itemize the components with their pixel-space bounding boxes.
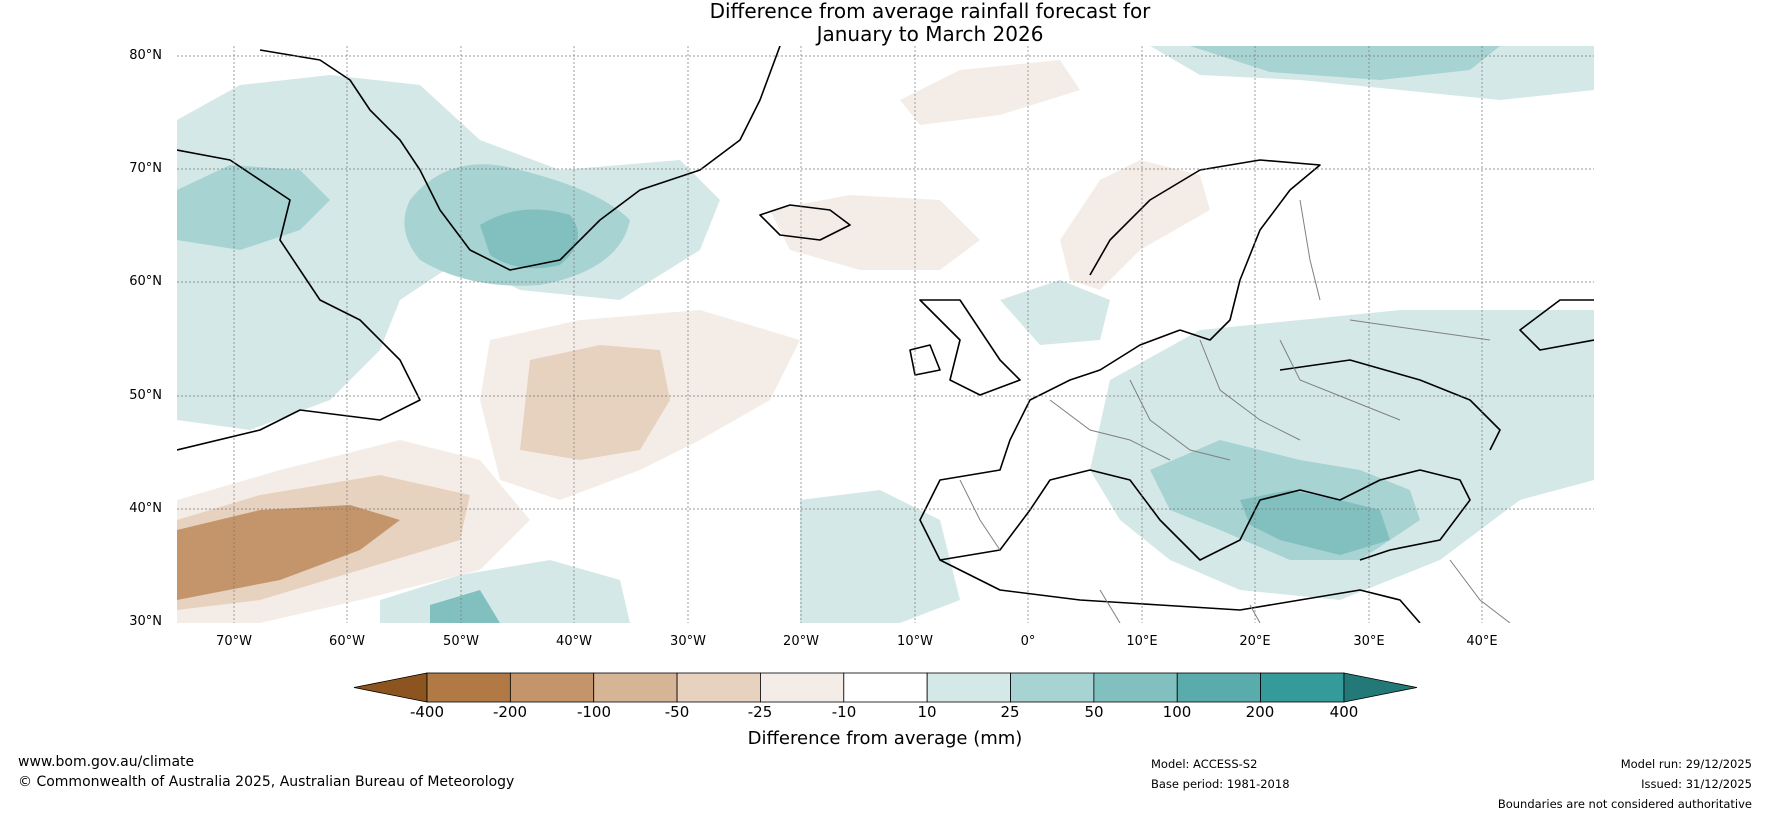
graticule [177,46,1594,623]
colorbar-tick-label: -10 [831,703,857,721]
wetter-region-north-sea [1000,280,1110,345]
wetter-region-iberia-atlantic [800,490,960,623]
model-run-text: Model run: 29/12/2025 [1620,757,1752,771]
drier-region-arctic-small [900,60,1080,125]
drier-region-iceland [770,195,980,270]
country-borders [959,199,1511,623]
colorbar-segment [760,672,845,703]
colorbar-tick-label: 25 [1000,703,1020,721]
base-period-text: Base period: 1981-2018 [1151,777,1290,791]
wetter-region-atlantic-south-strong [430,590,500,623]
colorbar-segment [509,672,595,703]
wetter-region-arctic-strong [1190,46,1500,80]
lon-label-60w: 60°W [329,634,365,649]
lon-label-50w: 50°W [443,634,479,649]
lon-label-40e: 40°E [1466,634,1498,649]
lat-label-30n: 30°N [129,614,162,629]
drier-region-mid-atlantic-strong [520,345,670,460]
lon-label-30w: 30°W [670,634,706,649]
colorbar-tick-label: 50 [1084,703,1104,721]
wetter-region-baffin [177,165,330,250]
colorbar-segment [593,672,678,703]
lat-label-40n: 40°N [129,501,162,516]
colorbar [353,672,1418,703]
wetter-region-aegean [1240,490,1390,555]
colorbar-segment [926,672,1011,703]
title-line-1: Difference from average rainfall forecas… [709,0,1151,23]
colorbar-segment [426,672,511,703]
website-link[interactable]: www.bom.gov.au/climate [18,754,195,770]
colorbar-tick-label: 400 [1329,703,1359,721]
colorbar-segment [843,672,928,703]
map-area [177,46,1594,623]
drier-region-southwest-strong [177,505,400,600]
lon-label-20e: 20°E [1239,634,1271,649]
issued-text: Issued: 31/12/2025 [1641,777,1752,791]
colorbar-segment [1093,672,1178,703]
colorbar-tick-label: 10 [917,703,937,721]
copyright-text: © Commonwealth of Australia 2025, Austra… [18,774,515,790]
lat-label-60n: 60°N [129,274,162,289]
colorbar-title: Difference from average (mm) [747,728,1023,749]
wetter-region-greenland-core [480,209,578,269]
colorbar-segment [1260,672,1345,703]
colorbar-tick-label: -100 [576,703,612,721]
lon-label-40w: 40°W [556,634,592,649]
lon-label-70w: 70°W [216,634,252,649]
lat-label-70n: 70°N [129,161,162,176]
colorbar-segment [1176,672,1261,703]
colorbar-segment [1010,672,1095,703]
disclaimer-text: Boundaries are not considered authoritat… [1497,797,1752,811]
colorbar-tick-label: -25 [747,703,773,721]
lon-label-0: 0° [1020,634,1036,649]
lon-label-30e: 30°E [1353,634,1385,649]
colorbar-segment [676,672,761,703]
lat-label-80n: 80°N [129,48,162,63]
coastlines [177,46,1594,623]
drier-region-norway [1060,160,1210,290]
colorbar-tick-label: 100 [1162,703,1192,721]
colorbar-tick-label: -200 [492,703,528,721]
lon-label-10e: 10°E [1126,634,1158,649]
colorbar-extend-low [353,672,428,703]
lat-label-50n: 50°N [129,388,162,403]
colorbar-tick-label: 200 [1245,703,1275,721]
model-text: Model: ACCESS-S2 [1151,757,1258,771]
colorbar-tick-label: -400 [409,703,445,721]
colorbar-extend-high [1343,672,1418,703]
lon-label-20w: 20°W [783,634,819,649]
colorbar-tick-label: -50 [664,703,690,721]
title-line-2: January to March 2026 [816,22,1044,46]
lon-label-10w: 10°W [897,634,933,649]
map-title: Difference from average rainfall forecas… [600,0,1260,46]
